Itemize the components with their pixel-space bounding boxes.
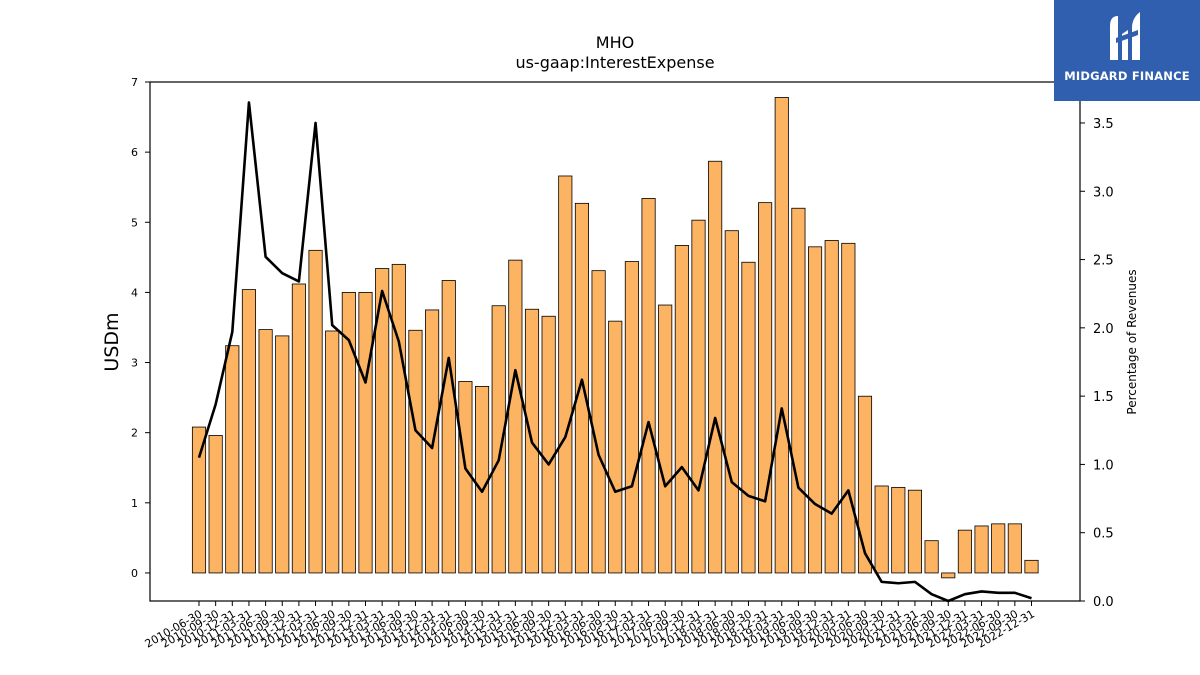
bar bbox=[624, 261, 639, 574]
bar bbox=[225, 345, 240, 574]
y2-axis-label: Percentage of Revenues bbox=[1125, 269, 1139, 414]
bar bbox=[658, 304, 673, 574]
bar bbox=[191, 426, 207, 574]
brand-logo: MIDGARD FINANCE bbox=[1054, 0, 1200, 101]
bar bbox=[358, 292, 373, 574]
y-tick-label: 1 bbox=[131, 497, 138, 510]
x-axis: 2010-06-302010-09-302010-12-312011-03-31… bbox=[143, 601, 1037, 651]
line-series bbox=[197, 101, 1032, 603]
bar bbox=[441, 280, 456, 574]
bar bbox=[874, 485, 889, 574]
bar bbox=[341, 292, 356, 574]
y2-tick-label: 1.5 bbox=[1093, 390, 1114, 405]
bar bbox=[891, 486, 906, 574]
y-tick-label: 2 bbox=[131, 427, 138, 440]
y2-tick-label: 0.5 bbox=[1093, 527, 1114, 542]
bar bbox=[957, 529, 972, 574]
bar bbox=[708, 160, 723, 574]
bar bbox=[391, 263, 406, 574]
bar bbox=[491, 305, 506, 574]
bar bbox=[408, 329, 423, 574]
bar bbox=[258, 329, 273, 574]
plot-frame bbox=[149, 81, 1081, 602]
y2-tick-label: 2.0 bbox=[1093, 322, 1114, 337]
y-tick-label: 7 bbox=[131, 76, 138, 89]
bar bbox=[691, 219, 706, 574]
bar bbox=[541, 315, 556, 574]
bar bbox=[241, 289, 257, 574]
bar bbox=[724, 230, 739, 574]
bar bbox=[941, 572, 956, 579]
bar bbox=[1007, 523, 1022, 574]
bar bbox=[608, 320, 623, 574]
series-line bbox=[197, 101, 1032, 603]
bar bbox=[275, 335, 290, 574]
y2-tick-label: 0.0 bbox=[1093, 595, 1114, 610]
y2-tick-label: 2.5 bbox=[1093, 254, 1114, 269]
bar bbox=[924, 540, 939, 574]
bar bbox=[808, 246, 823, 574]
y2-tick-label: 3.0 bbox=[1093, 185, 1114, 200]
bar bbox=[791, 207, 806, 574]
bar bbox=[558, 175, 573, 574]
bar bbox=[824, 240, 839, 574]
bar bbox=[291, 283, 306, 574]
y2-tick-label: 1.0 bbox=[1093, 458, 1114, 473]
y-tick-label: 0 bbox=[131, 567, 138, 580]
y-tick-label: 5 bbox=[131, 216, 138, 229]
bar bbox=[907, 489, 922, 574]
bar bbox=[474, 385, 490, 574]
bar bbox=[641, 198, 656, 574]
bar bbox=[674, 245, 689, 574]
bar bbox=[591, 270, 606, 574]
y-tick-label: 4 bbox=[131, 286, 138, 299]
bar bbox=[741, 261, 756, 574]
y2-axis: 0.0 0.5 1.0 1.5 2.0 2.5 3.0 3.5 bbox=[1080, 117, 1114, 610]
y-axis: 0 1 2 3 4 5 6 7 bbox=[131, 76, 150, 580]
y2-tick-label: 3.5 bbox=[1093, 117, 1114, 132]
bar bbox=[841, 242, 856, 574]
bar bbox=[208, 435, 223, 574]
logo-mark-icon bbox=[1110, 12, 1140, 60]
y-axis-label: USDm bbox=[101, 312, 123, 371]
chart-title: MHO bbox=[596, 33, 634, 52]
bar bbox=[375, 268, 390, 574]
bar bbox=[308, 249, 323, 574]
bar bbox=[758, 202, 773, 574]
bar bbox=[325, 330, 340, 574]
y-tick-label: 3 bbox=[131, 357, 138, 370]
bar bbox=[1024, 559, 1039, 574]
bar bbox=[857, 395, 873, 574]
bar bbox=[974, 525, 989, 574]
bar bbox=[991, 523, 1006, 574]
logo-text: MIDGARD FINANCE bbox=[1064, 69, 1190, 83]
chart-subtitle: us-gaap:InterestExpense bbox=[515, 53, 714, 72]
bar bbox=[774, 97, 789, 574]
bar bbox=[508, 259, 523, 574]
bar bbox=[574, 202, 589, 574]
y-tick-label: 6 bbox=[131, 146, 138, 159]
